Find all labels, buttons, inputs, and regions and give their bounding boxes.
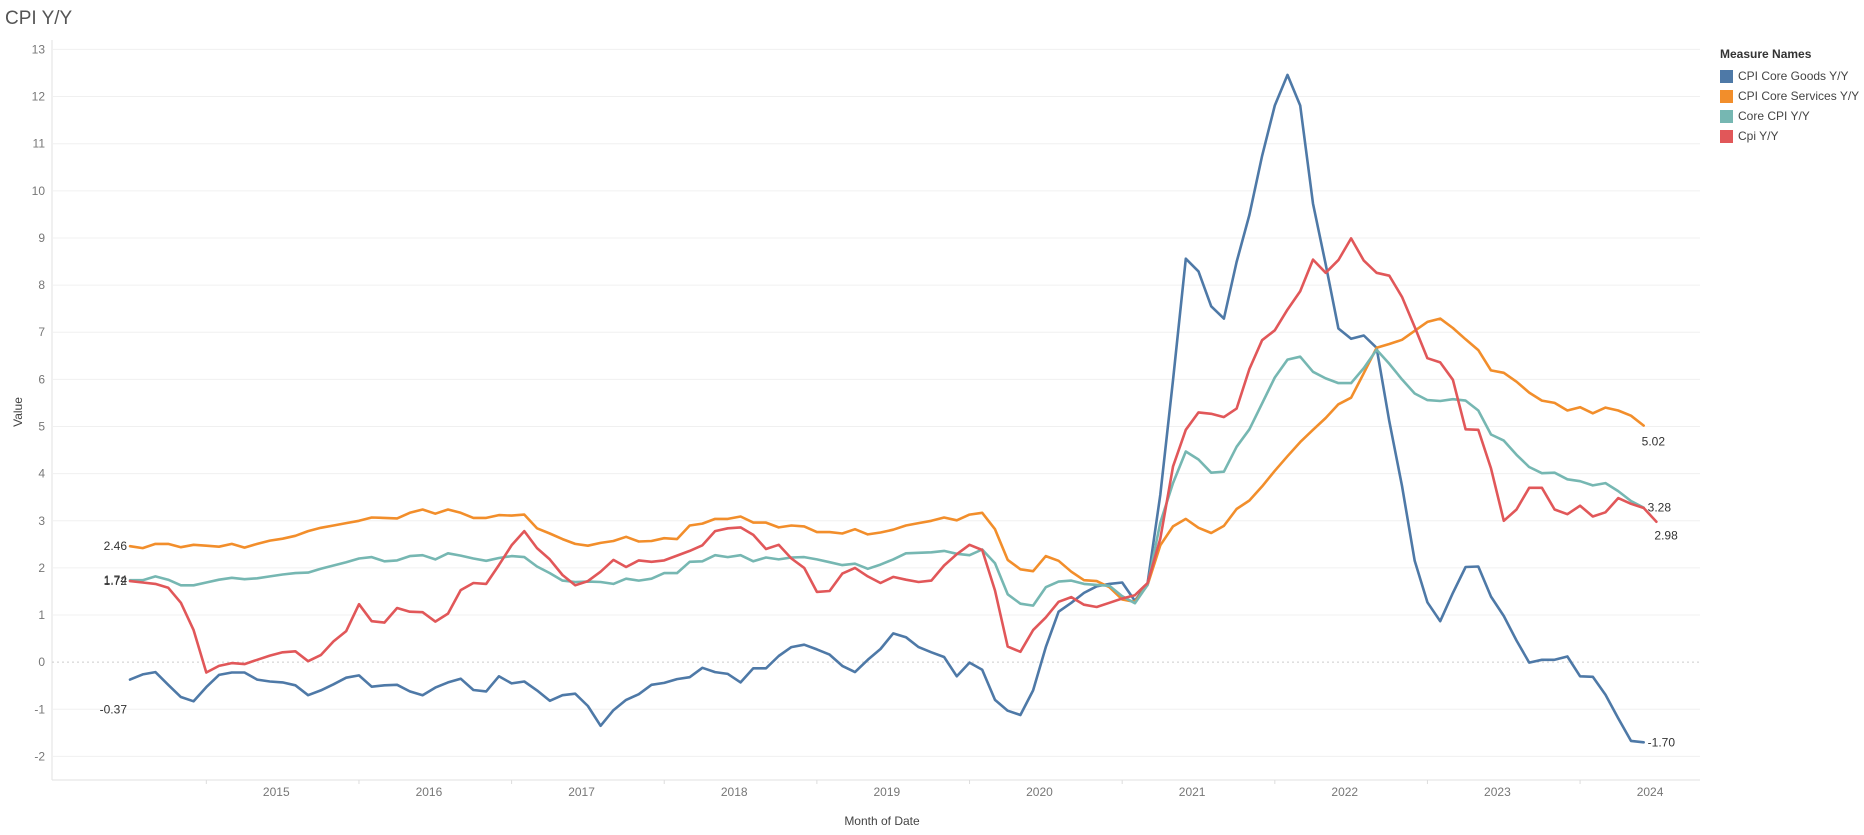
y-tick-label: -1 [34,702,45,716]
start-value-label: 2.46 [104,539,128,553]
x-tick-label: 2018 [721,785,748,799]
x-tick-label: 2020 [1026,785,1053,799]
y-tick-label: 11 [33,137,46,151]
end-value-label: 5.02 [1642,435,1666,449]
y-tick-label: 3 [38,514,45,528]
legend-label: Core CPI Y/Y [1738,109,1810,123]
y-tick-label: 5 [38,419,45,433]
legend-swatch [1720,89,1733,103]
start-value-label: -0.37 [100,703,128,717]
legend-title: Measure Names [1720,47,1812,61]
y-tick-label: 7 [38,325,45,339]
start-value-label: 1.74 [104,573,128,587]
legend-items: CPI Core Goods Y/Y CPI Core Services Y/Y C… [1720,66,1859,146]
x-tick-label: 2021 [1179,785,1206,799]
start-value-label: 1.72 [104,574,128,588]
y-tick-label: 12 [32,90,46,104]
legend-item[interactable]: CPI Core Services Y/Y [1720,86,1859,106]
x-tick-label: 2017 [568,785,595,799]
legend-swatch [1720,129,1733,143]
legend-item[interactable]: CPI Core Goods Y/Y [1720,66,1859,86]
end-labels: -0.37 -1.70 2.46 5.02 1.74 3.28 1.72 2.98 [100,435,1678,750]
y-tick-label: 13 [32,42,46,56]
x-tick-label: 2016 [416,785,443,799]
grid-lines [51,40,1700,781]
x-tick-label: 2022 [1331,785,1358,799]
end-value-label: 2.98 [1654,529,1678,543]
chart-title: CPI Y/Y [5,8,73,29]
y-tick-label: 9 [38,231,45,245]
legend-label: Cpi Y/Y [1738,129,1779,143]
y-tick-label: -2 [34,749,45,763]
series-line-1 [128,317,1645,604]
y-tick-label: 6 [38,372,45,386]
y-tick-label: 2 [38,561,45,575]
legend-item[interactable]: Cpi Y/Y [1720,126,1859,146]
legend-label: CPI Core Goods Y/Y [1738,69,1849,83]
series-line-0 [128,73,1645,744]
x-axis-title: Month of Date [844,814,920,828]
series-lines [128,73,1658,744]
y-tick-label: 10 [32,184,46,198]
legend-label: CPI Core Services Y/Y [1738,89,1860,103]
legend-swatch [1720,69,1733,83]
x-tick-label: 2024 [1637,785,1664,799]
x-tick-label: 2019 [873,785,900,799]
end-value-label: -1.70 [1648,735,1676,749]
x-axis: 2015 2016 2017 2018 2019 2020 2021 2022 2023 2024 [205,780,1664,799]
y-tick-label: 1 [38,608,45,622]
legend-item[interactable]: Core CPI Y/Y [1720,106,1859,126]
y-tick-label: 4 [38,467,45,481]
y-tick-label: 8 [38,278,45,292]
y-axis-title: Value [11,397,25,427]
x-tick-label: 2023 [1484,785,1511,799]
end-value-label: 3.28 [1648,501,1672,515]
legend: Measure Names CPI Core Goods Y/Y CPI Core… [1720,47,1859,146]
legend-swatch [1720,109,1733,123]
series-line-3 [128,237,1658,674]
x-tick-label: 2015 [263,785,290,799]
series-line-2 [128,348,1645,607]
y-tick-label: 0 [38,655,45,669]
